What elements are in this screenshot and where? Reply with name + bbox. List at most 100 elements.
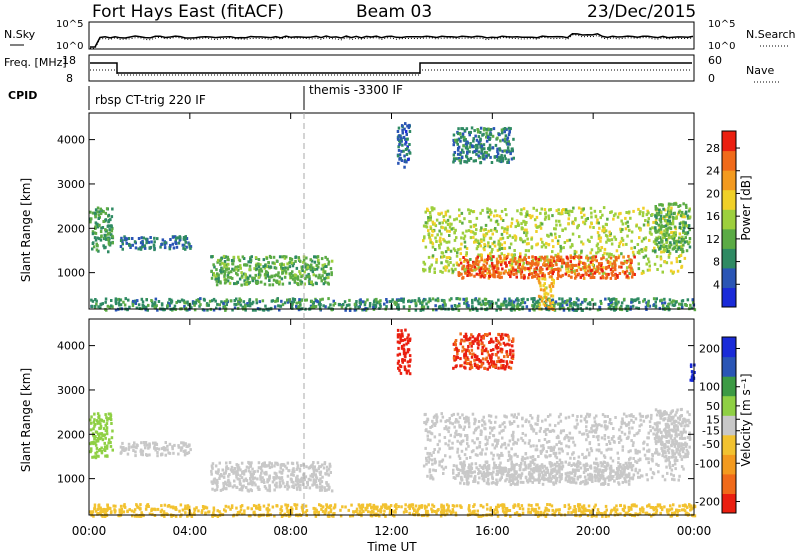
scatter-cell bbox=[416, 509, 419, 513]
scatter-cell bbox=[580, 273, 583, 277]
scatter-cell bbox=[454, 228, 457, 232]
scatter-cell bbox=[586, 269, 590, 273]
scatter-cell bbox=[241, 274, 244, 278]
scatter-cell bbox=[548, 298, 551, 302]
scatter-cell bbox=[654, 218, 658, 222]
scatter-cell bbox=[264, 272, 267, 276]
scatter-cell bbox=[206, 308, 209, 312]
scatter-cell bbox=[125, 241, 128, 245]
scatter-cell bbox=[473, 509, 476, 513]
scatter-cell bbox=[429, 214, 432, 218]
scatter-cell bbox=[284, 464, 287, 468]
scatter-cell bbox=[643, 298, 646, 302]
scatter-cell bbox=[669, 222, 672, 226]
scatter-cell bbox=[202, 507, 205, 511]
scatter-cell bbox=[405, 153, 409, 156]
scatter-cell bbox=[91, 247, 94, 251]
scatter-cell bbox=[473, 129, 476, 133]
scatter-cell bbox=[489, 508, 492, 512]
scatter-cell bbox=[447, 506, 450, 510]
scatter-cell bbox=[92, 420, 96, 424]
scatter-cell bbox=[170, 514, 173, 518]
scatter-cell bbox=[248, 274, 252, 278]
scatter-cell bbox=[570, 263, 574, 267]
scatter-cell bbox=[486, 210, 489, 214]
scatter-cell bbox=[671, 222, 674, 226]
scatter-cell bbox=[135, 306, 139, 310]
scatter-cell bbox=[100, 226, 103, 230]
scatter-cell bbox=[225, 465, 228, 469]
scatter-cell bbox=[423, 262, 427, 266]
scatter-cell bbox=[664, 244, 667, 248]
scatter-cell bbox=[566, 209, 569, 213]
scatter-cell bbox=[639, 508, 642, 512]
scatter-cell bbox=[96, 412, 100, 416]
scatter-cell bbox=[214, 464, 218, 468]
scatter-cell bbox=[599, 276, 603, 280]
scatter-cell bbox=[468, 264, 472, 268]
scatter-cell bbox=[546, 512, 549, 516]
scatter-cell bbox=[329, 504, 333, 508]
scatter-cell bbox=[449, 261, 452, 264]
scatter-cell bbox=[630, 298, 633, 302]
scatter-cell bbox=[133, 240, 137, 244]
scatter-cell bbox=[599, 248, 602, 252]
scatter-cell bbox=[686, 214, 689, 218]
scatter-cell bbox=[233, 467, 236, 470]
scatter-cell bbox=[646, 268, 650, 272]
scatter-cell bbox=[518, 303, 522, 307]
scatter-cell bbox=[573, 269, 577, 273]
scatter-cell bbox=[479, 130, 482, 134]
scatter-cell bbox=[485, 447, 488, 451]
scatter-cell bbox=[92, 427, 95, 431]
scatter-cell bbox=[220, 256, 223, 260]
scatter-cell bbox=[328, 462, 332, 466]
scatter-cell bbox=[619, 425, 623, 429]
scatter-cell bbox=[499, 306, 502, 310]
scatter-cell bbox=[439, 510, 443, 514]
scatter-cell bbox=[673, 202, 676, 206]
scatter-cell bbox=[468, 509, 471, 513]
scatter-cell bbox=[327, 276, 330, 280]
scatter-cell bbox=[135, 446, 138, 450]
power-cbar-label: Power [dB] bbox=[739, 175, 753, 240]
scatter-cell bbox=[274, 266, 278, 270]
scatter-cell bbox=[608, 230, 611, 234]
scatter-cell bbox=[305, 509, 309, 512]
scatter-cell bbox=[582, 456, 586, 460]
scatter-cell bbox=[537, 273, 540, 277]
scatter-cell bbox=[424, 210, 427, 214]
scatter-cell bbox=[583, 213, 586, 217]
nsearch-label: N.Search bbox=[746, 28, 796, 41]
scatter-cell bbox=[636, 297, 639, 301]
scatter-cell bbox=[103, 246, 106, 250]
scatter-cell bbox=[324, 489, 327, 492]
scatter-cell bbox=[566, 256, 569, 260]
scatter-cell bbox=[475, 228, 478, 232]
scatter-cell bbox=[572, 510, 575, 514]
scatter-cell bbox=[530, 416, 534, 420]
scatter-cell bbox=[532, 444, 535, 448]
scatter-cell bbox=[470, 268, 473, 271]
scatter-cell bbox=[185, 301, 188, 305]
scatter-cell bbox=[397, 505, 400, 509]
scatter-cell bbox=[577, 298, 580, 302]
scatter-cell bbox=[253, 481, 256, 485]
scatter-cell bbox=[280, 476, 284, 480]
scatter-cell bbox=[291, 264, 295, 268]
scatter-cell bbox=[539, 258, 543, 262]
scatter-cell bbox=[525, 231, 529, 235]
scatter-cell bbox=[575, 514, 578, 518]
scatter-cell bbox=[668, 215, 671, 219]
scatter-cell bbox=[221, 468, 224, 472]
scatter-cell bbox=[594, 255, 598, 259]
scatter-cell bbox=[605, 508, 608, 512]
scatter-cell bbox=[144, 441, 148, 444]
scatter-cell bbox=[544, 212, 547, 216]
scatter-cell bbox=[484, 228, 487, 231]
scatter-cell bbox=[457, 263, 461, 267]
scatter-cell bbox=[441, 303, 445, 307]
scatter-cell bbox=[661, 270, 664, 274]
scatter-cell bbox=[678, 222, 682, 226]
scatter-cell bbox=[532, 509, 536, 513]
